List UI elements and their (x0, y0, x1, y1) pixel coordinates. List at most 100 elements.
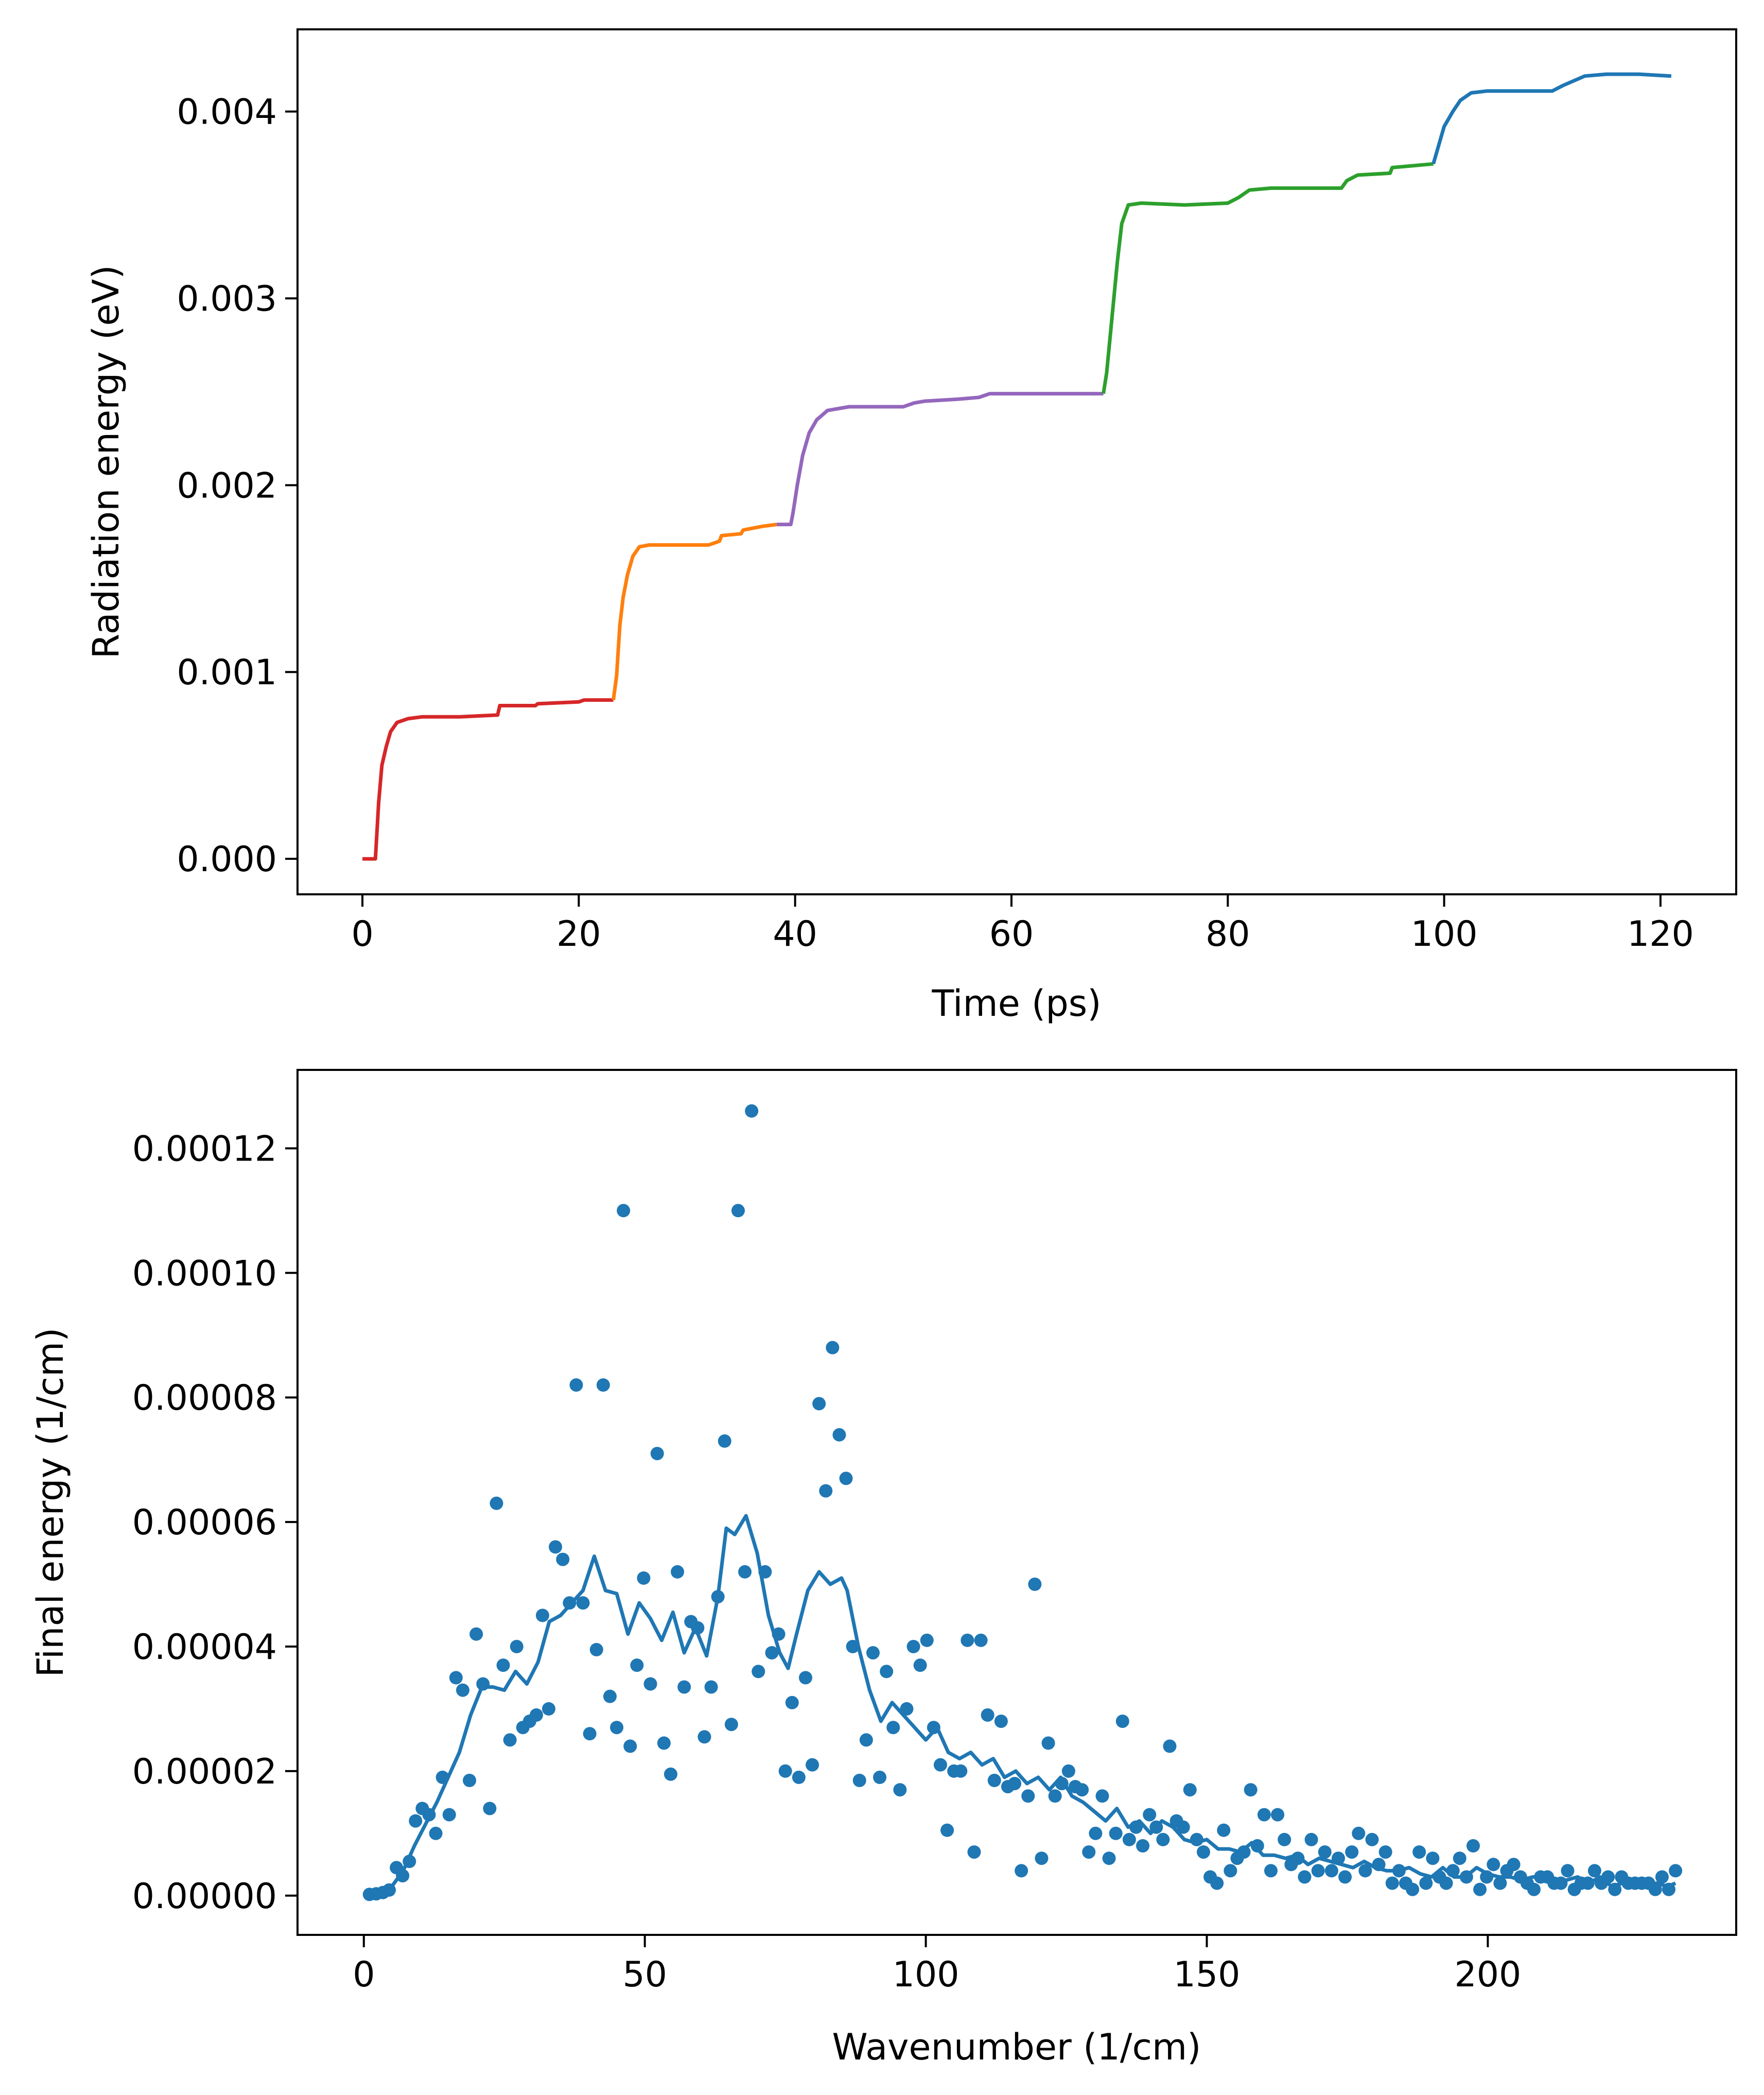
final-energy-scatter-point-94 (994, 1715, 1008, 1728)
final-energy-x-ticks: 0 50 100 150 200 (353, 1935, 1521, 1995)
final-energy-scatter-point-21 (503, 1733, 517, 1747)
final-energy-scatter-point-20 (496, 1658, 510, 1672)
final-energy-scatter-point-51 (704, 1680, 718, 1694)
final-energy-scatter-point-79 (893, 1783, 907, 1797)
final-energy-scatter-point-96 (1008, 1777, 1022, 1791)
radiation-energy-y-ticks: 0.000 0.001 0.002 0.003 0.004 (177, 92, 298, 880)
final-energy-scatter-point-139 (1298, 1870, 1312, 1884)
final-energy-scatter-point-126 (1210, 1876, 1224, 1890)
final-energy-scatter-point-135 (1271, 1808, 1285, 1822)
final-energy-scatter-point-18 (483, 1802, 497, 1815)
final-energy-x-tick-label: 200 (1455, 1954, 1522, 1995)
final-energy-scatter-point-43 (650, 1447, 664, 1461)
final-energy-scatter-point-58 (752, 1665, 765, 1678)
final-energy-scatter-point-88 (954, 1764, 968, 1778)
final-energy-scatter-point-90 (967, 1845, 981, 1859)
final-energy-scatter-point-85 (934, 1758, 947, 1772)
radiation-energy-series-line-3 (1102, 162, 1434, 394)
radiation-energy-x-tick-label: 40 (773, 914, 817, 955)
final-energy-scatter-point-26 (536, 1608, 549, 1622)
final-energy-scatter-point-22 (510, 1640, 523, 1653)
final-energy-scatter-point-131 (1244, 1783, 1257, 1797)
radiation-energy-x-axis-label: Time (ps) (931, 982, 1101, 1025)
radiation-energy-series-group (362, 72, 1672, 861)
radiation-energy-x-tick-label: 20 (556, 914, 601, 955)
final-energy-scatter-point-111 (1109, 1826, 1123, 1840)
final-energy-x-tick-label: 100 (893, 1954, 959, 1995)
final-energy-y-axis-label: Final energy (1/cm) (29, 1327, 72, 1677)
final-energy-scatter-point-167 (1487, 1858, 1500, 1872)
radiation-energy-x-ticks: 0 20 40 60 80 100 120 (351, 894, 1694, 955)
final-energy-scatter-point-121 (1176, 1820, 1190, 1834)
radiation-energy-y-tick-label: 0.003 (177, 279, 277, 320)
final-energy-x-tick-label: 50 (622, 1954, 667, 1995)
final-energy-scatter-point-124 (1197, 1845, 1210, 1859)
final-energy-scatter-point-107 (1082, 1845, 1096, 1859)
final-energy-scatter-point-97 (1015, 1864, 1028, 1878)
final-energy-scatter-point-192 (1655, 1870, 1669, 1884)
final-energy-scatter-point-127 (1217, 1823, 1231, 1837)
final-energy-scatter-point-173 (1527, 1882, 1541, 1896)
final-energy-scatter-point-45 (664, 1767, 677, 1781)
radiation-energy-x-tick-label: 0 (351, 914, 373, 955)
final-energy-scatter-point-194 (1669, 1864, 1683, 1878)
radiation-energy-x-tick-label: 80 (1206, 914, 1250, 955)
final-energy-scatter-point-36 (603, 1689, 617, 1703)
final-energy-scatter-point-12 (442, 1808, 456, 1822)
final-energy-scatter-point-38 (617, 1204, 631, 1218)
final-energy-scatter-point-162 (1453, 1851, 1466, 1865)
final-energy-scatter-point-149 (1365, 1832, 1379, 1846)
final-energy-scatter-point-83 (920, 1633, 934, 1647)
final-energy-scatter-point-142 (1318, 1845, 1332, 1859)
radiation-energy-y-axis-label: Radiation energy (eV) (85, 265, 127, 659)
final-energy-scatter-point-143 (1324, 1864, 1338, 1878)
final-energy-scatter-point-80 (900, 1702, 914, 1716)
final-energy-scatter-point-63 (785, 1695, 799, 1709)
final-energy-scatter-point-168 (1493, 1876, 1507, 1890)
radiation-energy-y-tick-label: 0.002 (177, 465, 277, 506)
final-energy-scatter-point-148 (1358, 1864, 1372, 1878)
radiation-energy-x-tick-label: 100 (1411, 914, 1478, 955)
final-energy-scatter-point-40 (630, 1658, 644, 1672)
final-energy-series-group (362, 1104, 1683, 1901)
final-energy-scatter-point-78 (886, 1721, 900, 1735)
final-energy-scatter-point-39 (623, 1739, 637, 1753)
final-energy-scatter-point-98 (1021, 1789, 1035, 1803)
final-energy-scatter-point-13 (449, 1671, 463, 1685)
final-energy-scatter-point-89 (960, 1633, 974, 1647)
final-energy-scatter-point-146 (1345, 1845, 1359, 1859)
final-energy-scatter-point-73 (852, 1774, 866, 1787)
final-energy-scatter-point-68 (819, 1484, 833, 1498)
radiation-energy-x-tick-label: 60 (989, 914, 1034, 955)
final-energy-scatter-point-27 (542, 1702, 555, 1716)
final-energy-scatter-point-44 (657, 1736, 671, 1750)
final-energy-y-tick-label: 0.00010 (132, 1253, 277, 1294)
final-energy-scatter-point-35 (596, 1378, 610, 1392)
final-energy-scatter-point-62 (778, 1764, 792, 1778)
final-energy-scatter-point-106 (1075, 1783, 1089, 1797)
final-energy-scatter-point-15 (463, 1774, 477, 1787)
final-energy-scatter-point-101 (1041, 1736, 1055, 1750)
final-energy-y-tick-label: 0.00000 (132, 1876, 277, 1917)
radiation-energy-chart: 0 20 40 60 80 100 120 0.0000.0010.0020.0030.00… (85, 28, 1737, 1025)
final-energy-scatter-point-122 (1183, 1783, 1197, 1797)
final-energy-scatter-point-32 (576, 1596, 590, 1610)
final-energy-scatter-point-118 (1156, 1832, 1170, 1846)
final-energy-scatter-point-66 (806, 1758, 819, 1772)
final-energy-scatter-point-170 (1507, 1858, 1521, 1872)
final-energy-chart: 0 50 100 150 200 0.000000.000020.000040.0000… (29, 1069, 1737, 2068)
final-energy-scatter-point-50 (697, 1730, 711, 1744)
final-energy-x-tick-label: 0 (353, 1954, 375, 1995)
final-energy-scatter-point-75 (866, 1646, 880, 1660)
final-energy-scatter-point-76 (873, 1771, 887, 1784)
final-energy-axes-frame (296, 1069, 1737, 1936)
final-energy-scatter-point-65 (799, 1671, 812, 1685)
final-energy-scatter-point-134 (1264, 1864, 1278, 1878)
final-energy-scatter-point-41 (637, 1571, 651, 1585)
radiation-energy-series-line-0 (362, 698, 614, 861)
final-energy-y-tick-label: 0.00008 (132, 1378, 277, 1418)
final-energy-scatter-point-64 (792, 1771, 806, 1784)
final-energy-scatter-point-33 (583, 1727, 597, 1741)
final-energy-scatter-point-147 (1352, 1826, 1366, 1840)
